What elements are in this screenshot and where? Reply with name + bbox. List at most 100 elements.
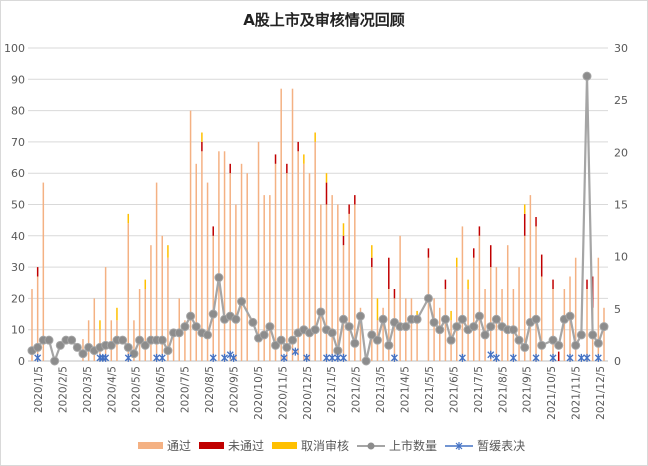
bar-passed: [461, 226, 464, 361]
x-axis-tick-label: 2020/6/5: [155, 366, 167, 413]
bar-passed: [382, 307, 384, 361]
right-axis-tick-label: 20: [614, 146, 628, 159]
bar-cancelled: [371, 245, 373, 258]
left-axis-tick-label: 30: [11, 261, 25, 274]
bar-passed: [36, 276, 39, 361]
point-listed: [452, 322, 462, 332]
left-axis-tick-label: 50: [11, 199, 25, 212]
bar-passed: [235, 204, 237, 361]
bar-rejected: [444, 279, 447, 290]
bar-passed: [257, 141, 260, 361]
bar-rejected: [274, 154, 277, 164]
bar-rejected: [36, 267, 39, 277]
bar-rejected: [535, 217, 537, 227]
bar-cancelled: [314, 132, 316, 142]
bar-passed: [212, 235, 214, 361]
point-listed: [367, 330, 377, 340]
chart-title: A股上市及审核情况回顾: [243, 11, 405, 29]
bar-passed: [218, 151, 220, 361]
point-listed: [350, 338, 360, 348]
bar-passed: [240, 163, 243, 361]
bar-passed: [201, 151, 203, 361]
point-listed: [123, 342, 133, 352]
x-axis-tick-label: 2021/5/5: [424, 366, 436, 413]
right-axis-tick-label: 15: [614, 199, 628, 212]
bar-passed: [189, 110, 192, 361]
legend-item-pending: 暂缓表决: [445, 437, 525, 454]
point-listed: [554, 340, 564, 350]
bar-rejected: [523, 213, 526, 236]
bar-passed: [93, 298, 96, 361]
point-listed: [135, 335, 145, 345]
bar-passed: [540, 276, 543, 361]
marker-pending: [34, 353, 42, 362]
x-axis-tick-label: 2020/12/5: [302, 366, 314, 420]
bar-cancelled: [144, 279, 147, 290]
bar-passed: [467, 289, 469, 361]
point-listed: [361, 356, 371, 366]
point-listed: [338, 314, 348, 324]
bar-passed: [331, 195, 333, 361]
bar-passed: [314, 141, 316, 361]
bar-rejected: [540, 254, 543, 277]
bar-passed: [42, 182, 45, 361]
bar-passed: [325, 204, 328, 361]
point-listed: [474, 311, 484, 321]
bar-passed: [495, 267, 498, 361]
marker-pending: [566, 353, 574, 362]
bar-passed: [138, 289, 141, 361]
bar-rejected: [478, 226, 481, 236]
point-listed: [582, 71, 592, 81]
marker-pending: [458, 353, 466, 362]
bar-passed: [161, 235, 164, 361]
bar-passed: [133, 320, 135, 361]
bar-rejected: [325, 182, 328, 205]
point-listed: [593, 338, 603, 348]
legend-label: 未通过: [228, 439, 265, 453]
point-listed: [384, 340, 394, 350]
bar-rejected: [212, 226, 214, 236]
bar-passed: [574, 257, 577, 361]
bar-passed: [518, 267, 520, 361]
marker-pending: [334, 353, 342, 362]
bar-passed: [433, 298, 435, 361]
x-axis-tick-label: 2020/7/5: [180, 366, 192, 413]
bar-cancelled: [523, 204, 526, 214]
x-axis-tick-label: 2020/4/5: [106, 366, 118, 413]
marker-pending: [280, 353, 288, 362]
bar-passed: [512, 289, 515, 361]
bar-rejected: [348, 204, 350, 214]
legend-item-passed: 通过: [138, 437, 191, 454]
left-axis-tick-label: 80: [11, 105, 25, 118]
point-listed: [480, 330, 490, 340]
bar-passed: [280, 88, 282, 361]
bar-cancelled: [456, 257, 458, 268]
legend-label: 通过: [167, 439, 192, 453]
bar-passed: [31, 289, 33, 361]
point-listed: [412, 314, 422, 324]
bar-passed: [348, 213, 350, 361]
point-listed: [106, 340, 116, 350]
marker-pending: [124, 353, 132, 362]
bar-passed: [529, 195, 532, 361]
marker-pending: [102, 353, 110, 362]
bar-passed: [184, 320, 186, 361]
bar-passed: [472, 257, 475, 361]
marker-pending: [328, 353, 336, 362]
bar-passed: [439, 307, 441, 361]
bar-passed: [246, 173, 248, 361]
bar-passed: [399, 235, 401, 361]
left-axis-tick-label: 60: [11, 167, 25, 180]
x-axis-tick-label: 2020/10/5: [253, 366, 265, 420]
bar-cancelled: [325, 173, 328, 183]
bar-rejected: [472, 248, 475, 258]
marker-pending: [340, 353, 347, 362]
bar-rejected: [557, 351, 560, 361]
bar-passed: [410, 298, 413, 361]
left-axis-tick-label: 20: [11, 292, 25, 305]
point-listed: [186, 311, 196, 321]
point-listed: [191, 322, 201, 332]
point-listed: [208, 309, 218, 319]
bar-rejected: [427, 248, 430, 258]
